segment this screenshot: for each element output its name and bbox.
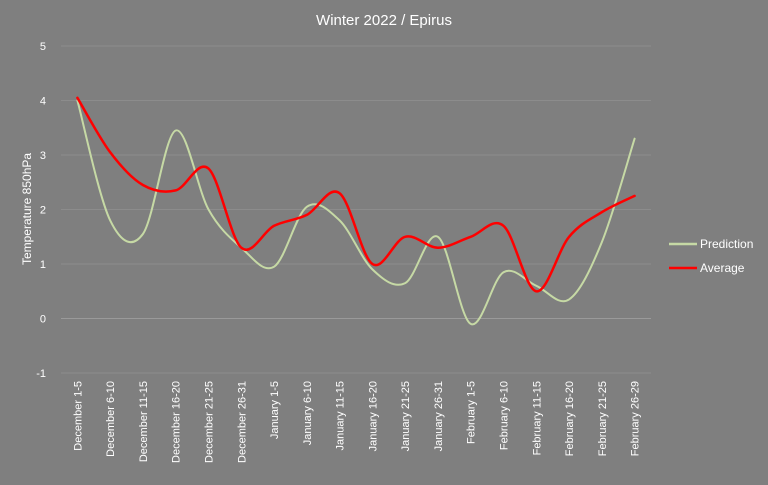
series-line-prediction [76,99,636,325]
y-tick-label: 1 [40,259,46,271]
y-tick-label: 5 [40,41,46,53]
chart-title: Winter 2022 / Epirus [316,12,452,29]
gridlines [61,45,651,374]
x-tick-label: January 11-15 [335,381,347,451]
x-tick-label: January 6-10 [302,381,314,445]
x-tick-label: January 1-5 [269,381,281,439]
x-axis-ticks: December 1-5 December 6-10 December 11-15 D… [72,381,641,463]
x-tick-label: January 26-31 [433,381,445,451]
y-tick-label: 3 [40,150,46,162]
legend: Prediction Average [669,237,753,275]
x-tick-label: December 11-15 [138,381,150,462]
y-tick-label: -1 [36,368,46,380]
x-tick-label: February 11-15 [531,381,543,455]
x-tick-label: February 1-5 [466,381,478,444]
x-tick-label: December 26-31 [236,381,248,463]
x-tick-label: December 21-25 [204,381,216,463]
x-tick-label: December 1-5 [72,381,84,451]
y-axis-label: Temperature 850hPa [20,153,34,265]
x-tick-label: February 6-10 [499,381,511,450]
x-tick-label: December 16-20 [171,381,183,463]
y-tick-label: 2 [40,205,46,217]
x-tick-label: February 16-20 [564,381,576,456]
x-tick-label: February 21-25 [597,381,609,456]
x-tick-label: January 21-25 [400,381,412,451]
legend-label-average: Average [700,261,745,275]
y-axis-ticks: -1 0 1 2 3 4 5 [36,41,46,380]
x-tick-label: February 26-29 [630,381,642,456]
y-tick-label: 0 [40,314,46,326]
y-tick-label: 4 [40,96,46,108]
series-lines [76,96,636,325]
series-line-average [76,96,636,293]
x-tick-label: December 6-10 [105,381,117,457]
x-tick-label: January 16-20 [367,381,379,451]
legend-label-prediction: Prediction [700,237,753,251]
